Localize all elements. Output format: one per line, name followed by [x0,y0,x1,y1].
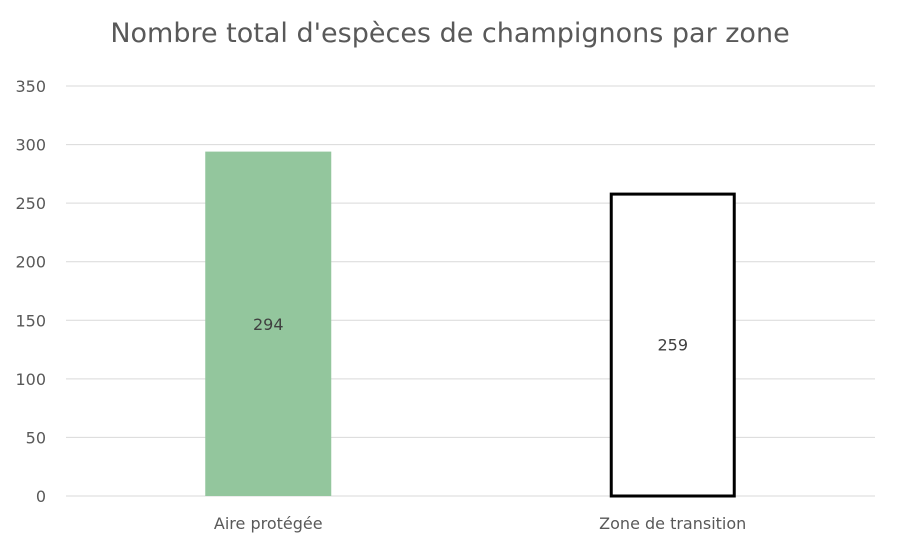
bar-data-label: 259 [657,335,688,354]
bar-data-label: 294 [253,315,284,334]
y-tick-label: 0 [36,487,46,506]
y-tick-label: 300 [15,136,46,155]
bar [205,151,332,496]
x-category-label: Zone de transition [599,514,746,533]
y-tick-label: 100 [15,370,46,389]
y-tick-label: 350 [15,77,46,96]
y-tick-label: 250 [15,194,46,213]
y-tick-label: 150 [15,311,46,330]
chart-title: Nombre total d'espèces de champignons pa… [110,18,790,49]
bar [609,192,736,498]
y-tick-label: 200 [15,253,46,272]
x-category-label: Aire protégée [214,514,323,533]
y-tick-label: 50 [26,428,46,447]
